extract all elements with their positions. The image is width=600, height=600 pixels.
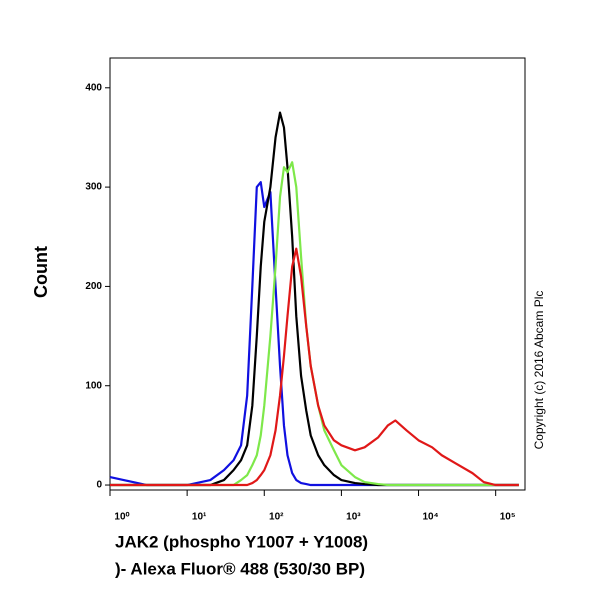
y-tick-label: 100 bbox=[85, 380, 102, 391]
x-tick-label: 10⁰ bbox=[114, 512, 129, 523]
y-axis-label: Count bbox=[31, 246, 51, 298]
x-axis-label: JAK2 (phospho Y1007 + Y1008) bbox=[115, 532, 368, 551]
histogram-line bbox=[110, 111, 519, 487]
histogram-line bbox=[110, 247, 519, 487]
x-tick-label: 10² bbox=[269, 512, 284, 523]
x-tick-label: 10⁵ bbox=[500, 512, 516, 523]
y-tick-label: 0 bbox=[96, 480, 102, 491]
x-tick-label: 10⁴ bbox=[422, 512, 438, 523]
copyright: Copyright (c) 2016 Abcam Plc bbox=[532, 291, 546, 450]
x-axis-label: )- Alexa Fluor® 488 (530/30 BP) bbox=[115, 559, 365, 578]
histogram-line bbox=[110, 161, 519, 487]
x-tick-label: 10¹ bbox=[192, 512, 207, 523]
histogram-line bbox=[109, 181, 519, 487]
y-tick-label: 400 bbox=[85, 82, 102, 93]
y-tick-label: 200 bbox=[85, 281, 102, 292]
y-tick-label: 300 bbox=[85, 182, 102, 193]
plot-frame bbox=[109, 57, 526, 491]
x-tick-label: 10³ bbox=[346, 512, 361, 523]
